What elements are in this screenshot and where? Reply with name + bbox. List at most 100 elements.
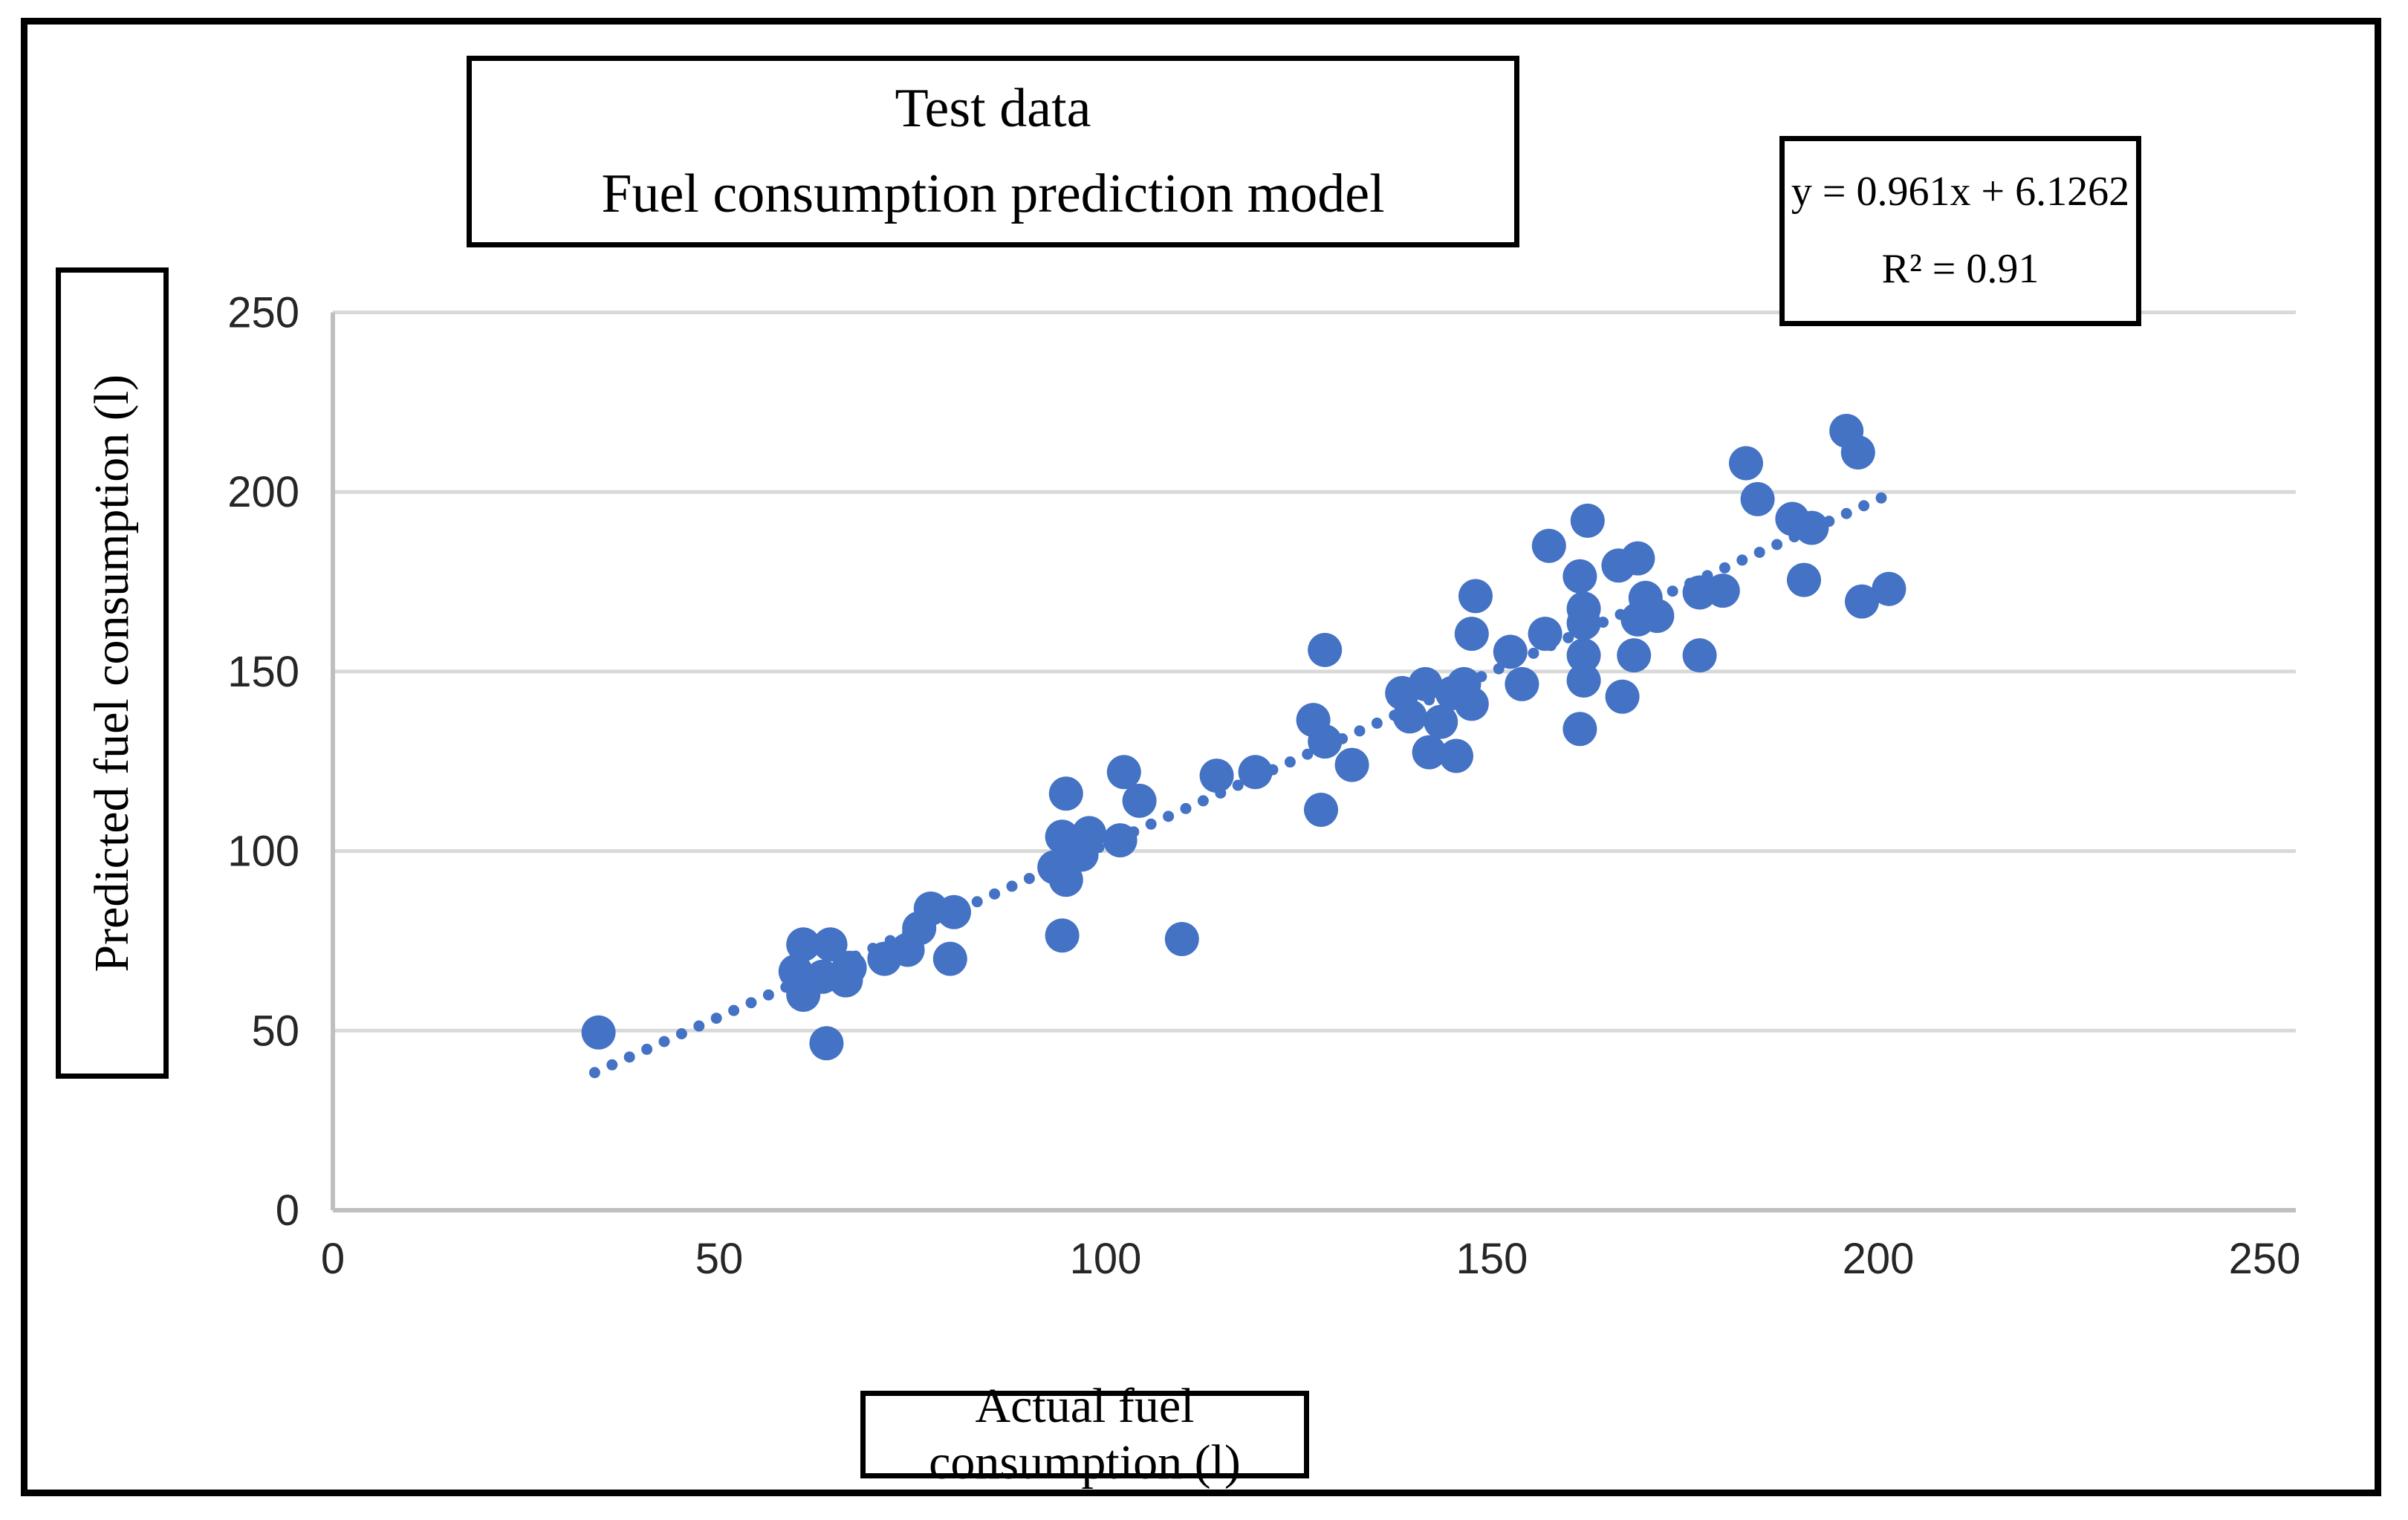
x-axis-title: Actual fuel consumption (l): [929, 1379, 1241, 1490]
trendline-dot: [606, 1059, 618, 1071]
x-tick-label-250: 250: [2229, 1235, 2301, 1283]
data-point-57: [1566, 638, 1601, 673]
trendline-dot: [1302, 748, 1314, 760]
data-point-34: [1408, 666, 1443, 701]
data-point-16: [1048, 863, 1083, 897]
data-point-3: [813, 927, 848, 962]
data-point-41: [1439, 738, 1473, 773]
data-point-27: [1238, 755, 1273, 790]
trendline-dot: [1771, 539, 1783, 550]
data-point-66: [1740, 481, 1775, 516]
trendline-dot: [675, 1028, 687, 1040]
trendline-dot: [1354, 725, 1366, 737]
trendline-dot: [1840, 507, 1852, 519]
x-tick-label-150: 150: [1456, 1235, 1528, 1283]
trendline-dot: [989, 888, 1001, 900]
trendline-dot: [1006, 880, 1018, 892]
data-point-49: [1562, 559, 1597, 594]
data-point-8: [828, 963, 863, 998]
trendline-dot: [1736, 554, 1748, 566]
trendline-dot: [623, 1051, 635, 1063]
trendline-dot: [1180, 802, 1192, 814]
trendline-dot: [1371, 717, 1383, 729]
data-point-48: [1570, 503, 1605, 538]
data-point-0: [581, 1015, 616, 1050]
data-point-72: [1845, 584, 1879, 619]
data-point-51: [1620, 541, 1655, 576]
trendline-dot: [1875, 492, 1887, 504]
y-tick-label-50: 50: [251, 1007, 299, 1055]
data-point-26: [1199, 759, 1234, 793]
trendline-dot: [728, 1004, 740, 1016]
data-point-39: [1447, 666, 1482, 701]
data-point-56: [1640, 598, 1675, 633]
y-axis-title: Predicted fuel consumption (l): [85, 374, 139, 972]
chart-title-line1: Test data: [895, 78, 1091, 140]
data-point-21: [1072, 816, 1106, 851]
data-point-73: [1872, 571, 1906, 606]
chart-title-box: Test data Fuel consumption prediction mo…: [467, 56, 1519, 247]
data-point-19: [1048, 776, 1083, 811]
data-point-1: [809, 1026, 844, 1061]
trendline-equation: y = 0.961x + 6.1262: [1791, 169, 2130, 215]
data-point-59: [1617, 638, 1652, 673]
data-point-31: [1304, 793, 1338, 828]
data-point-14: [937, 894, 971, 929]
r-squared-value: R² = 0.91: [1881, 246, 2039, 292]
y-tick-label-150: 150: [227, 648, 299, 696]
data-point-2: [786, 927, 821, 962]
data-point-42: [1454, 617, 1489, 652]
trendline-dot: [971, 896, 983, 908]
trendline-dot: [1284, 756, 1296, 768]
data-point-25: [1164, 922, 1199, 957]
data-point-30: [1334, 747, 1369, 782]
y-axis-title-box: Predicted fuel consumption (l): [56, 267, 169, 1079]
trendline-dot: [710, 1013, 722, 1024]
chart-title-line2: Fuel consumption prediction model: [601, 163, 1385, 224]
data-point-29: [1308, 724, 1343, 759]
data-point-43: [1493, 634, 1528, 669]
trendline-dot: [641, 1043, 653, 1055]
data-point-68: [1794, 510, 1829, 545]
data-point-22: [1103, 823, 1138, 858]
data-point-65: [1729, 446, 1763, 481]
data-point-23: [1106, 755, 1141, 790]
data-point-61: [1562, 712, 1597, 747]
data-point-60: [1605, 679, 1640, 714]
data-point-45: [1505, 666, 1539, 701]
data-point-47: [1531, 528, 1566, 563]
x-axis-title-box: Actual fuel consumption (l): [860, 1379, 1309, 1490]
trendline-dot: [1145, 818, 1157, 830]
data-point-24: [1122, 783, 1157, 818]
data-point-69: [1787, 562, 1821, 597]
x-tick-label-100: 100: [1070, 1235, 1142, 1283]
trendline-dot: [588, 1067, 600, 1079]
trendline-dot: [1719, 562, 1730, 574]
trendline-dot: [658, 1036, 670, 1048]
data-point-17: [1045, 918, 1080, 953]
data-point-46: [1458, 579, 1493, 614]
trendline-dot: [1858, 500, 1870, 512]
trendline-dot: [1197, 795, 1209, 807]
trendline-equation-box: y = 0.961x + 6.1262 R² = 0.91: [1779, 136, 2141, 326]
trendline-dot: [693, 1020, 705, 1032]
data-point-38: [1424, 704, 1458, 739]
trendline-dot: [745, 997, 757, 1009]
data-point-44: [1528, 617, 1562, 652]
data-point-37: [1392, 699, 1427, 734]
x-tick-label-50: 50: [695, 1235, 744, 1283]
y-tick-label-0: 0: [276, 1186, 299, 1235]
trendline-dot: [1562, 631, 1574, 643]
x-tick-label-0: 0: [321, 1235, 345, 1283]
data-point-53: [1566, 605, 1601, 640]
data-point-11: [932, 941, 967, 976]
x-tick-label-200: 200: [1843, 1235, 1915, 1283]
trendline-dot: [762, 989, 774, 1001]
data-point-64: [1705, 574, 1740, 608]
trendline-dot: [1667, 585, 1678, 597]
data-point-62: [1682, 638, 1717, 673]
data-point-32: [1308, 632, 1343, 667]
trendline-dot: [1232, 779, 1244, 791]
data-point-40: [1412, 735, 1447, 770]
